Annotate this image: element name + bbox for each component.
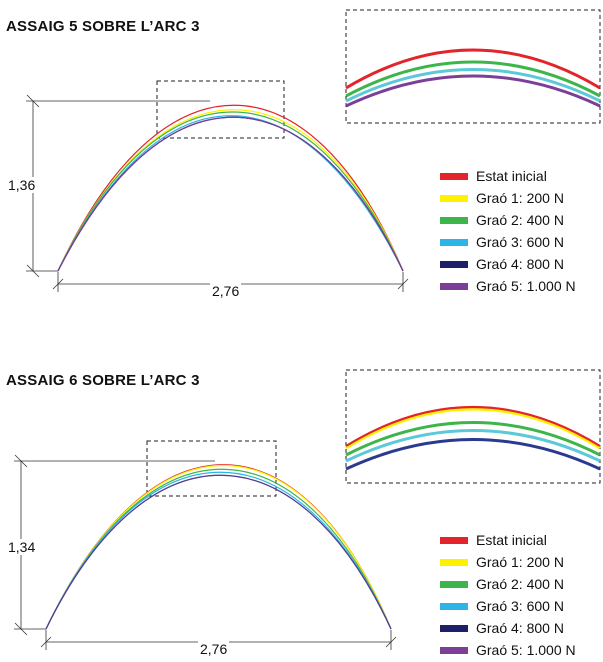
- legend-label: Graó 4: 800 N: [476, 620, 564, 636]
- legend-label: Estat inicial: [476, 168, 547, 184]
- legend-swatch: [440, 282, 468, 290]
- legend-item: Graó 1: 200 N: [440, 552, 576, 572]
- legend-item: Graó 5: 1.000 N: [440, 276, 576, 296]
- legend-item: Graó 3: 600 N: [440, 596, 576, 616]
- panel-2-arch-step-3: [45, 471, 392, 630]
- legend-label: Graó 5: 1.000 N: [476, 642, 576, 658]
- legend-label: Graó 5: 1.000 N: [476, 278, 576, 294]
- panel-1-detail-step-3: [345, 68, 601, 103]
- panel-1-title: ASSAIG 5 SOBRE L’ARC 3: [6, 18, 200, 35]
- panel-2-legend: Estat inicial Graó 1: 200 N Graó 2: 400 …: [440, 530, 576, 662]
- legend-item: Graó 5: 1.000 N: [440, 640, 576, 660]
- panel-1-tick: [26, 264, 40, 278]
- legend-label: Graó 3: 600 N: [476, 234, 564, 250]
- legend-swatch: [440, 580, 468, 588]
- legend-swatch: [440, 624, 468, 632]
- legend-item: Graó 2: 400 N: [440, 210, 576, 230]
- legend-swatch: [440, 216, 468, 224]
- panel-2-width-label: 2,76: [198, 641, 230, 657]
- legend-swatch: [440, 602, 468, 610]
- legend-item: Estat inicial: [440, 530, 576, 550]
- legend-swatch: [440, 536, 468, 544]
- legend-item: Graó 4: 800 N: [440, 618, 576, 638]
- legend-label: Graó 2: 400 N: [476, 212, 564, 228]
- legend-label: Estat inicial: [476, 532, 547, 548]
- panel-1-tick: [52, 278, 64, 290]
- legend-item: Graó 1: 200 N: [440, 188, 576, 208]
- legend-label: Graó 4: 800 N: [476, 256, 564, 272]
- panel-1-tick: [26, 94, 40, 108]
- panel-2-tick: [14, 454, 28, 468]
- panel-2-detail-box: [345, 369, 601, 484]
- panel-1-legend: Estat inicial Graó 1: 200 N Graó 2: 400 …: [440, 166, 576, 298]
- panel-2-arch-step-5: [45, 474, 392, 630]
- legend-swatch: [440, 238, 468, 246]
- legend-swatch: [440, 646, 468, 654]
- panel-1-zoom-region: [156, 80, 285, 139]
- legend-swatch: [440, 172, 468, 180]
- legend-swatch: [440, 558, 468, 566]
- panel-2-title: ASSAIG 6 SOBRE L’ARC 3: [6, 372, 200, 389]
- panel-2-height-label: 1,34: [6, 539, 38, 555]
- panel-2-arch-step-1: [45, 464, 392, 630]
- panel-2-detail-step-3: [345, 429, 601, 463]
- panel-2-arch-step-2: [45, 468, 392, 630]
- panel-1-detail-step-5: [345, 74, 601, 108]
- panel-2-tick: [385, 636, 397, 648]
- legend-label: Graó 1: 200 N: [476, 554, 564, 570]
- legend-label: Graó 3: 600 N: [476, 598, 564, 614]
- panel-1-arch-initial: [57, 104, 404, 272]
- panel-1-arch-step-2: [57, 111, 404, 272]
- panel-1-tick: [397, 278, 409, 290]
- panel-2-zoom-region: [146, 440, 277, 497]
- legend-item: Graó 2: 400 N: [440, 574, 576, 594]
- panel-2-detail-step-1: [345, 407, 601, 450]
- panel-2-tick: [14, 622, 28, 636]
- panel-1-width-label: 2,76: [210, 283, 242, 299]
- legend-swatch: [440, 194, 468, 202]
- panel-2-arch-step-4: [45, 474, 392, 630]
- legend-swatch: [440, 260, 468, 268]
- panel-1-arch-step-5: [57, 116, 404, 272]
- panel-2-arch-initial: [45, 464, 392, 630]
- legend-item: Graó 4: 800 N: [440, 254, 576, 274]
- panel-2-tick: [40, 636, 52, 648]
- panel-2-detail-step-4: [345, 438, 601, 471]
- panel-1-detail-initial: [345, 48, 601, 90]
- panel-1-detail-step-2: [345, 60, 601, 98]
- legend-item: Graó 3: 600 N: [440, 232, 576, 252]
- panel-1-height-label: 1,36: [6, 177, 38, 193]
- legend-item: Estat inicial: [440, 166, 576, 186]
- panel-2-detail-initial: [345, 406, 601, 447]
- legend-label: Graó 1: 200 N: [476, 190, 564, 206]
- panel-2-detail-step-2: [345, 421, 601, 457]
- panel-1-detail-box: [345, 9, 601, 124]
- legend-label: Graó 2: 400 N: [476, 576, 564, 592]
